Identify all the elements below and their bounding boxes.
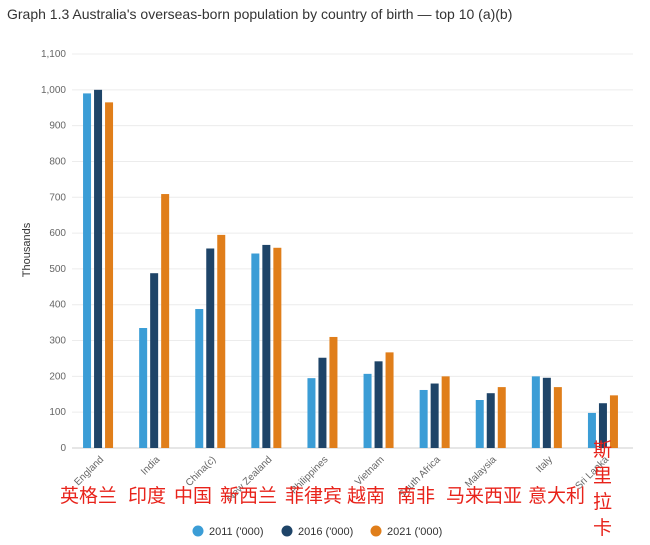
legend-marker	[281, 525, 293, 537]
annotation-label: 马来西亚	[446, 485, 522, 507]
bar	[486, 393, 495, 448]
y-tick-label: 400	[49, 300, 66, 311]
bar	[307, 378, 316, 448]
y-tick-label: 1,100	[41, 49, 66, 60]
y-tick-label: 500	[49, 264, 66, 275]
bar	[206, 248, 215, 448]
x-tick-label: Malaysia	[463, 454, 499, 490]
y-tick-label: 1,000	[41, 85, 66, 96]
y-tick-label: 800	[49, 156, 66, 167]
annotation-label: 南非	[397, 485, 435, 507]
bar	[251, 253, 260, 448]
annotation-label: 新西兰	[220, 485, 277, 507]
x-tick-label: Vietnam	[353, 454, 387, 488]
bar	[363, 373, 372, 448]
legend: 2011 ('000) 2016 ('000) 2021 ('000)	[192, 525, 442, 538]
annotation-label: 菲律宾	[285, 485, 342, 507]
y-tick-label: 900	[49, 121, 66, 132]
bar	[430, 383, 439, 448]
x-tick-label: India	[139, 454, 162, 477]
annotation-label: 意大利	[528, 485, 585, 507]
bar	[139, 328, 148, 448]
bar	[161, 194, 170, 448]
chart-title: Graph 1.3 Australia's overseas-born popu…	[7, 6, 513, 22]
bar	[150, 273, 159, 448]
legend-label: 2021 ('000)	[387, 526, 442, 538]
bar	[195, 309, 204, 448]
bar	[542, 377, 551, 448]
y-tick-label: 600	[49, 228, 66, 239]
bar	[587, 412, 596, 448]
bar	[553, 387, 562, 448]
bar	[83, 93, 92, 449]
bar	[318, 357, 327, 448]
legend-label: 2016 ('000)	[298, 526, 353, 538]
annotation-label: 英格兰	[60, 485, 117, 507]
x-tick-label: Italy	[534, 454, 555, 475]
bar	[598, 403, 607, 448]
y-tick-label: 0	[60, 443, 66, 454]
legend-marker	[192, 525, 204, 537]
bar	[385, 352, 394, 448]
bar	[262, 244, 271, 448]
bar	[217, 234, 226, 448]
bar	[497, 387, 506, 448]
y-axis-ticks: 0 100 200 300 400 500 600 700 800 900 1,000 1,100	[41, 49, 66, 454]
bar	[609, 395, 618, 448]
annotation-label: 印度	[128, 485, 166, 507]
annotation-label: 中国	[174, 485, 212, 507]
bar	[374, 361, 383, 448]
y-tick-label: 200	[49, 371, 66, 382]
bar	[441, 376, 450, 448]
bar	[419, 389, 428, 448]
bar	[94, 89, 103, 449]
bar	[329, 336, 338, 448]
bar	[475, 400, 484, 448]
x-tick-label: England	[72, 454, 106, 488]
bars	[83, 89, 618, 449]
bar	[105, 102, 114, 448]
y-axis-label: Thousands	[21, 222, 33, 277]
legend-label: 2011 ('000)	[209, 526, 264, 538]
annotation-label: 越南	[347, 485, 385, 507]
annotation-label: 斯里拉卡	[593, 439, 612, 539]
legend-marker	[370, 525, 382, 537]
y-tick-label: 300	[49, 336, 66, 347]
x-tick-label: China(c)	[184, 454, 219, 489]
bar	[273, 247, 282, 448]
y-tick-label: 700	[49, 192, 66, 203]
bar	[531, 376, 540, 448]
y-tick-label: 100	[49, 407, 66, 418]
